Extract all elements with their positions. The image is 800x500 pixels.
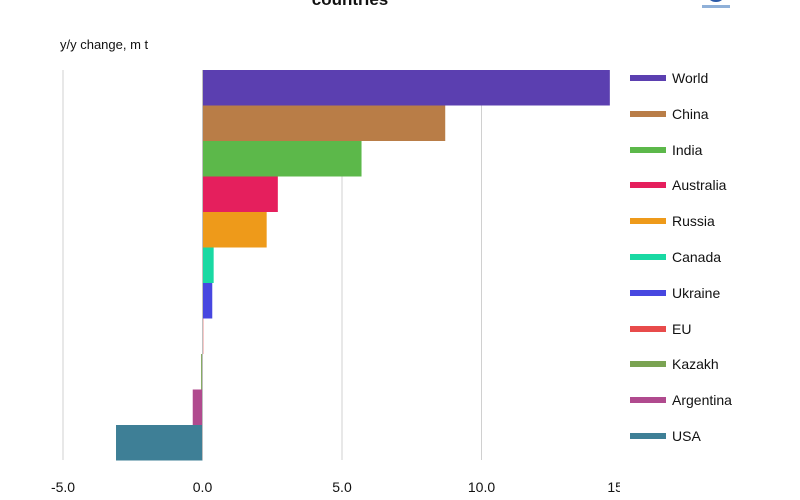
legend-item-russia: Russia: [630, 211, 790, 231]
legend-label: EU: [672, 320, 692, 337]
legend-swatch: [630, 397, 666, 404]
legend-item-eu: EU: [630, 319, 790, 339]
bar-russia: [202, 212, 267, 248]
legend-label: Argentina: [672, 392, 732, 409]
legend-label: World: [672, 70, 709, 86]
legend-item-australia: Australia: [630, 175, 790, 195]
x-tick-label: 5.0: [332, 479, 352, 495]
legend-item-canada: Canada: [630, 247, 790, 267]
bar-kazakh: [201, 354, 203, 390]
legend-item-argentina: Argentina: [630, 390, 790, 410]
bar-china: [202, 105, 446, 141]
legend-swatch: [630, 218, 666, 225]
legend-label: China: [672, 105, 709, 122]
legend-swatch: [630, 325, 666, 332]
bar-australia: [202, 176, 278, 212]
x-tick-label: 0.0: [193, 479, 213, 495]
legend-item-usa: USA: [630, 426, 790, 446]
chart-title: countries: [250, 0, 450, 10]
legend-swatch: [630, 289, 666, 296]
legend-label: USA: [672, 428, 701, 444]
bar-argentina: [192, 389, 203, 425]
bar-world: [202, 70, 610, 106]
legend-swatch: [630, 433, 666, 439]
bar-canada: [202, 247, 214, 283]
legend-swatch: [630, 75, 666, 81]
legend-label: Ukraine: [672, 284, 721, 301]
bar-ukraine: [202, 283, 213, 319]
legend-swatch: [630, 254, 666, 260]
bar-chart: -5.0 0.0 5.0 10.0 15.0: [51, 70, 620, 495]
legend-label: India: [672, 141, 703, 158]
legend-item-kazakh: Kazakh: [630, 354, 790, 374]
legend-item-china: China: [630, 104, 790, 124]
bar-usa: [116, 425, 203, 461]
legend-item-india: India: [630, 140, 790, 160]
logo-icon: [702, 0, 730, 8]
legend-label: Canada: [672, 249, 722, 265]
legend-label: Australia: [672, 177, 727, 194]
legend-swatch: [630, 361, 666, 368]
x-tick-label: 15.0: [607, 479, 620, 495]
legend-item-world: World: [630, 68, 790, 88]
bar-india: [202, 141, 362, 177]
x-tick-label: 10.0: [468, 479, 495, 495]
y-axis-label: y/y change, m t: [60, 37, 149, 52]
legend-label: Russia: [672, 213, 715, 230]
legend-swatch: [630, 182, 666, 189]
legend-item-ukraine: Ukraine: [630, 283, 790, 303]
legend-label: Kazakh: [672, 356, 719, 373]
x-tick-label: -5.0: [51, 479, 75, 495]
legend-swatch: [630, 146, 666, 153]
legend-swatch: [630, 110, 666, 117]
